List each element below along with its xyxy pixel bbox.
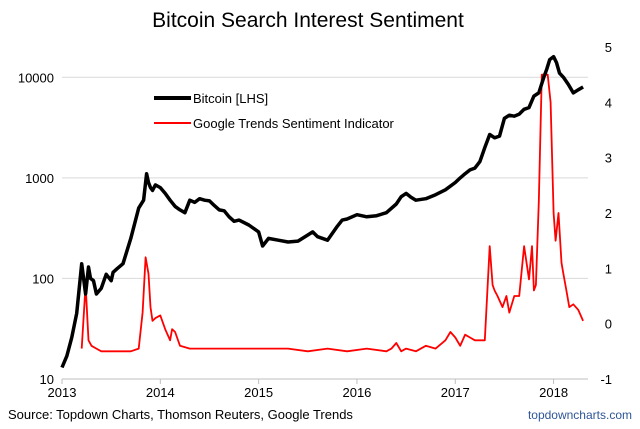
y-left-tick-label: 10 — [40, 372, 54, 387]
y-right-tick-label: 4 — [605, 95, 612, 110]
y-left-tick-label: 1000 — [25, 171, 54, 186]
x-tick-label: 2018 — [539, 385, 568, 400]
y-right-axis: -1 0 1 2 3 4 5 — [600, 40, 612, 387]
y-right-tick-label: 3 — [605, 151, 612, 166]
x-tick-label: 2017 — [441, 385, 470, 400]
series-line-bitcoin — [60, 54, 584, 369]
source-note: Source: Topdown Charts, Thomson Reuters,… — [8, 407, 353, 422]
chart-title: Bitcoin Search Interest Sentiment — [152, 9, 464, 32]
x-tick-label: 2015 — [244, 385, 273, 400]
y-right-tick-label: -1 — [600, 372, 612, 387]
y-left-tick-label: 100 — [32, 271, 54, 286]
legend-label-bitcoin: Bitcoin [LHS] — [193, 91, 268, 106]
x-tick-label: 2016 — [342, 385, 371, 400]
x-tick-label: 2013 — [48, 385, 77, 400]
legend-label-google-trends: Google Trends Sentiment Indicator — [193, 116, 395, 131]
gridlines — [62, 76, 588, 279]
y-left-tick-label: 10000 — [18, 70, 54, 85]
series-layer — [60, 54, 584, 369]
y-right-tick-label: 2 — [605, 206, 612, 221]
x-tick-label: 2014 — [146, 385, 175, 400]
y-right-tick-label: 5 — [605, 40, 612, 55]
y-right-tick-label: 0 — [605, 317, 612, 332]
series-line-google-trends — [80, 73, 584, 353]
legend: Bitcoin [LHS] Google Trends Sentiment In… — [154, 91, 395, 131]
y-right-tick-label: 1 — [605, 261, 612, 276]
x-axis: 2013 2014 2015 2016 2017 2018 — [48, 379, 568, 400]
brand-watermark: topdowncharts.com — [528, 408, 632, 422]
y-left-axis: 10 100 1000 10000 — [18, 70, 54, 387]
